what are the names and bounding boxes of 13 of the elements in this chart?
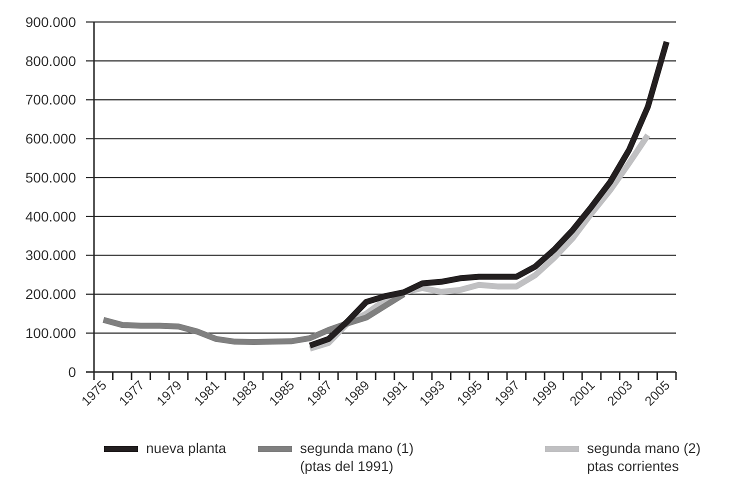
legend-label: nueva planta [146, 440, 226, 456]
y-tick-label: 800.000 [25, 52, 76, 69]
y-tick-label: 900.000 [25, 14, 76, 30]
y-tick-label: 400.000 [25, 208, 76, 224]
y-tick-label: 600.000 [25, 130, 76, 147]
y-tick-label: 500.000 [25, 169, 76, 186]
y-tick-label: 100.000 [25, 325, 76, 342]
legend-label: segunda mano (2) ptas corrientes [587, 440, 701, 474]
y-tick-label: 700.000 [25, 92, 76, 108]
y-tick-label: 0 [68, 364, 76, 380]
y-tick-label: 200.000 [25, 286, 76, 302]
legend-label: segunda mano (1) (ptas del 1991) [300, 440, 414, 474]
y-tick-label: 300.000 [25, 247, 76, 264]
